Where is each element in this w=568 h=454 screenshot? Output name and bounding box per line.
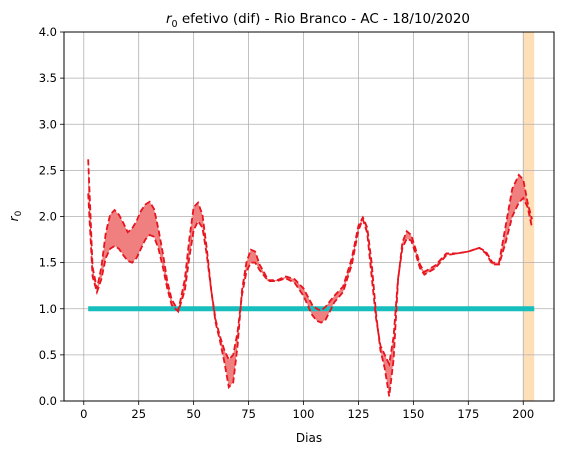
x-tick-label-3: 75 [241, 407, 256, 421]
y-tick-label-8: 4.0 [39, 25, 57, 39]
chart-title: r0 efetivo (dif) - Rio Branco - AC - 18/… [166, 11, 470, 30]
x-tick-label-0: 0 [80, 407, 87, 421]
y-tick-label-5: 2.5 [39, 163, 57, 177]
x-axis-label: Dias [296, 431, 322, 445]
y-tick-label-6: 3.0 [39, 117, 57, 131]
x-tick-label-6: 150 [402, 407, 424, 421]
series-line-1 [87, 193, 533, 368]
x-tick-label-8: 200 [512, 407, 534, 421]
plot-area: 0 25 50 75 100 125 150 175 200 0.0 0.5 1.0 1.5 2.0 2.5… [39, 25, 555, 421]
y-tick-label-1: 0.5 [39, 348, 57, 362]
x-tick-label-7: 175 [457, 407, 479, 421]
series-line-0 [87, 159, 533, 397]
x-tick-label-1: 25 [131, 407, 146, 421]
y-tick-label-3: 1.5 [39, 256, 57, 270]
y-tick-label-7: 3.5 [39, 71, 57, 85]
y-tick-label-2: 1.0 [39, 302, 57, 316]
y-tick-label-4: 2.0 [39, 210, 57, 224]
x-tick-label-2: 50 [186, 407, 201, 421]
x-tick-label-4: 100 [293, 407, 315, 421]
band-fill [88, 159, 533, 397]
y-axis-label: r0 [7, 210, 24, 221]
x-tick-label-5: 125 [347, 407, 369, 421]
y-tick-label-0: 0.0 [39, 394, 57, 408]
